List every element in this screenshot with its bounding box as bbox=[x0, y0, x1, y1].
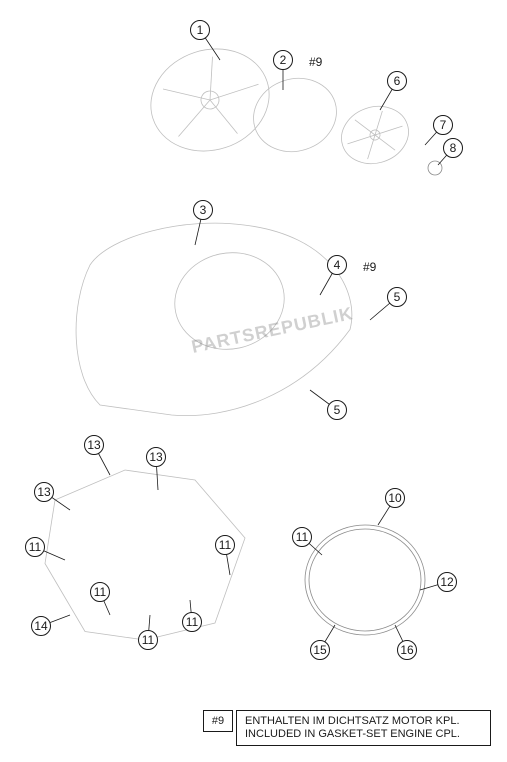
callout-11: 11 bbox=[138, 630, 158, 650]
callout-14: 14 bbox=[31, 616, 51, 636]
callout-12: 12 bbox=[437, 572, 457, 592]
note-text-box: ENTHALTEN IM DICHTSATZ MOTOR KPL. INCLUD… bbox=[236, 710, 491, 746]
callout-8: 8 bbox=[443, 138, 463, 158]
callout-11: 11 bbox=[182, 612, 202, 632]
callout-5: 5 bbox=[327, 400, 347, 420]
callout-5: 5 bbox=[387, 287, 407, 307]
callout-13: 13 bbox=[34, 482, 54, 502]
callout-11: 11 bbox=[292, 527, 312, 547]
hash-label: #9 bbox=[309, 55, 322, 69]
callout-16: 16 bbox=[397, 640, 417, 660]
callout-15: 15 bbox=[310, 640, 330, 660]
callout-11: 11 bbox=[25, 537, 45, 557]
callout-3: 3 bbox=[193, 200, 213, 220]
callout-4: 4 bbox=[327, 255, 347, 275]
hash-label: #9 bbox=[363, 260, 376, 274]
callout-10: 10 bbox=[385, 488, 405, 508]
diagram-canvas: PARTSREPUBLIK 12678345513131311111111111… bbox=[0, 0, 507, 762]
callout-7: 7 bbox=[433, 115, 453, 135]
callout-13: 13 bbox=[146, 447, 166, 467]
note-line1: ENTHALTEN IM DICHTSATZ MOTOR KPL. bbox=[245, 715, 482, 728]
note-hash-box: #9 bbox=[203, 710, 233, 732]
callout-6: 6 bbox=[387, 71, 407, 91]
callout-1: 1 bbox=[190, 20, 210, 40]
callout-13: 13 bbox=[84, 435, 104, 455]
note-line2: INCLUDED IN GASKET-SET ENGINE CPL. bbox=[245, 728, 482, 741]
callout-2: 2 bbox=[273, 50, 293, 70]
callout-11: 11 bbox=[90, 582, 110, 602]
callout-11: 11 bbox=[215, 535, 235, 555]
svg-layer bbox=[0, 0, 507, 762]
